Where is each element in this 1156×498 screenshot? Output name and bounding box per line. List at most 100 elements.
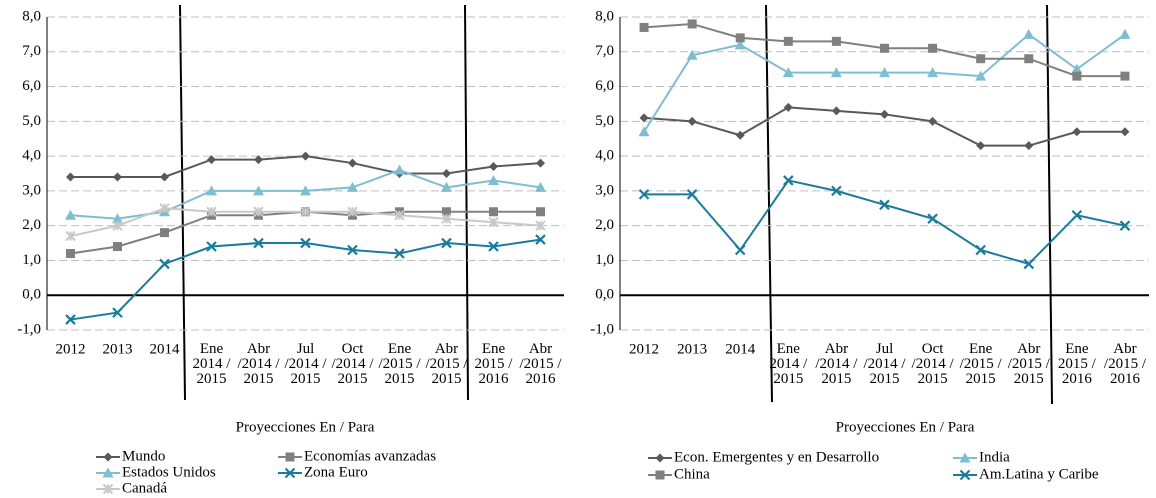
data-point — [112, 220, 123, 231]
x-tick-label: Oct/2014 /2015 — [912, 341, 955, 387]
legend-label: Economías avanzadas — [304, 448, 436, 464]
x-tick-label: 2013 — [103, 341, 133, 357]
data-point — [1072, 127, 1082, 137]
y-tick-label: 8,0 — [22, 8, 41, 24]
x-axis-label: Proyecciones En / Para — [836, 419, 975, 435]
x-tick-label: Ene/2015 /2015 — [960, 341, 1003, 387]
y-tick-label: -1,0 — [590, 321, 614, 337]
data-point — [65, 314, 76, 325]
legend-marker — [103, 452, 113, 462]
data-point — [975, 70, 987, 81]
y-tick-label: 3,0 — [595, 182, 614, 198]
legend-label: India — [979, 449, 1010, 465]
data-point — [442, 169, 451, 178]
data-point — [112, 307, 123, 318]
y-tick-label: 1,0 — [595, 252, 614, 268]
series-line — [644, 179, 1126, 266]
period-divider — [765, 4, 773, 403]
x-tick-label: Jul/2014 /2015 — [863, 341, 906, 387]
data-point — [976, 141, 986, 151]
data-point — [348, 158, 357, 168]
data-point — [830, 67, 842, 78]
data-point — [735, 33, 745, 43]
data-point — [488, 216, 499, 228]
data-point — [394, 210, 405, 221]
data-point — [1120, 71, 1130, 81]
data-point — [535, 234, 546, 245]
legend-marker — [655, 453, 665, 463]
x-tick-label: Ene 2014 /2015 — [769, 341, 808, 387]
y-tick-label: 5,0 — [22, 113, 41, 129]
x-tick-label: Abr/2014 /2015 — [815, 341, 858, 387]
data-point — [1071, 209, 1083, 221]
x-tick-label: 2014 — [725, 341, 756, 357]
data-point — [159, 258, 170, 270]
period-divider — [464, 4, 469, 401]
data-point — [639, 22, 649, 32]
legend-marker — [102, 483, 114, 495]
x-tick-label: Ene/2015 /2015 — [378, 341, 421, 387]
y-tick-label: 8,0 — [595, 8, 614, 24]
data-point — [160, 228, 169, 238]
legend-label: Estados Unidos — [122, 464, 216, 480]
data-point — [1024, 54, 1034, 64]
data-point — [347, 181, 358, 192]
legend-marker — [285, 452, 295, 462]
data-point — [207, 155, 216, 165]
data-point — [686, 49, 698, 60]
data-point — [66, 248, 75, 258]
legend-marker — [284, 467, 296, 479]
data-point — [1023, 28, 1035, 39]
legend-marker — [102, 467, 114, 478]
data-point — [489, 162, 498, 172]
data-point — [65, 230, 76, 242]
x-tick-label: Abr/2015 /2016 — [519, 341, 562, 387]
y-tick-label: 7,0 — [22, 43, 41, 59]
data-point — [831, 106, 841, 116]
y-tick-label: -1,0 — [17, 321, 41, 337]
data-point — [928, 43, 938, 53]
data-point — [1119, 28, 1131, 39]
y-tick-label: 4,0 — [22, 148, 41, 164]
y-tick-label: 1,0 — [22, 252, 41, 268]
data-point — [1120, 127, 1130, 137]
data-point — [394, 164, 405, 175]
data-point — [687, 19, 697, 29]
data-point — [300, 185, 311, 196]
data-point — [206, 241, 217, 252]
data-point — [112, 213, 123, 224]
legend-label: Econ. Emergentes y en Desarrollo — [674, 449, 879, 465]
data-point — [1119, 220, 1131, 231]
x-tick-label: Ene 2014 /2015 — [193, 341, 232, 387]
x-tick-label: Abr/2015 /2015 — [1008, 341, 1051, 387]
legend-marker — [959, 452, 971, 463]
legend-label: Canadá — [122, 480, 167, 496]
x-tick-label: Jul/2014 /2015 — [284, 341, 327, 387]
data-point — [735, 130, 745, 140]
data-point — [300, 206, 311, 217]
x-tick-label: 2013 — [677, 341, 707, 357]
legend-label: Am.Latina y Caribe — [979, 466, 1099, 482]
data-point — [687, 116, 697, 126]
y-tick-label: 3,0 — [22, 182, 41, 198]
y-tick-label: 0,0 — [595, 287, 614, 303]
legend-marker — [959, 469, 971, 481]
data-point — [206, 206, 217, 217]
data-point — [535, 220, 546, 231]
data-point — [489, 207, 498, 217]
data-point — [488, 241, 499, 252]
x-tick-label: Ene 2015 /2016 — [1058, 341, 1097, 387]
data-point — [783, 102, 793, 112]
y-tick-label: 6,0 — [22, 78, 41, 94]
y-tick-label: 0,0 — [22, 287, 41, 303]
data-point — [113, 172, 122, 182]
x-tick-label: Abr/2015 /2015 — [425, 341, 468, 387]
data-point — [66, 172, 75, 182]
data-point — [253, 237, 264, 249]
data-point — [441, 213, 452, 224]
legend-label: Mundo — [122, 448, 165, 464]
data-point — [927, 67, 939, 78]
data-point — [734, 39, 746, 50]
x-tick-label: 2012 — [56, 341, 86, 357]
